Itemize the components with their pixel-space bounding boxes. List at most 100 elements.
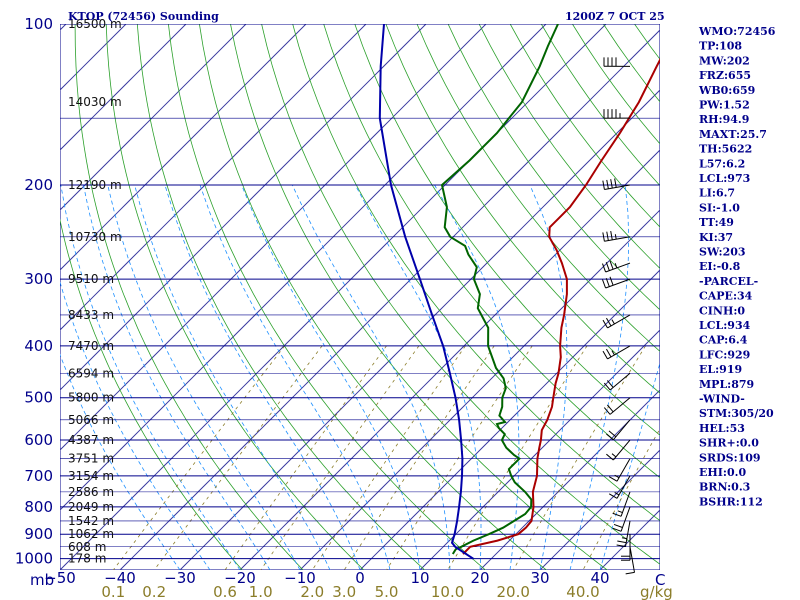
wind-barb-staff [607,314,631,329]
index-item: CAPE:34 [699,290,753,303]
temperature-tick-label: 20 [470,569,489,587]
index-item: CAP:6.4 [699,334,748,347]
index-item: HEL:53 [699,422,745,435]
wind-barb-staff [625,520,631,547]
isotherm-line [60,24,487,451]
height-label: 608 m [68,540,106,554]
moist-adiabat-line [241,184,421,570]
height-label: 12190 m [68,178,122,192]
wind-barb [602,230,631,242]
dry-adiabat-line [168,24,486,570]
index-item: SHR+:0.0 [699,437,759,450]
index-item: KI:37 [699,231,733,244]
wind-barb [602,345,631,360]
isotherm-line [60,24,307,271]
index-item: TT:49 [699,216,734,229]
mixing-ratio-label: 10.0 [431,583,464,600]
wind-barb-flag [610,179,613,189]
pressure-tick-label: 600 [24,431,53,449]
wind-barb-flag [608,430,617,438]
wind-barb-staff [612,419,631,441]
wind-barb-flag [602,263,607,273]
wind-barb [608,475,631,499]
temperature-tick-label: −20 [224,569,256,587]
temperature-tick-label: −50 [44,569,76,587]
mixing-ratio-line [582,427,660,570]
wind-barb [602,276,631,289]
wind-barb [606,439,631,461]
index-item: TH:5622 [699,143,752,156]
mixing-ratio-label: 0.2 [142,583,166,600]
wind-barb-flag [608,476,618,482]
temperature-tick-label: −30 [164,569,196,587]
height-label: 5066 m [68,413,114,427]
wind-barb-staff [616,475,631,499]
wind-barb-flag [608,493,618,499]
index-item: -PARCEL- [699,275,758,288]
wind-barb [608,458,631,482]
wind-barb-staff [612,439,631,461]
wind-barb [603,57,631,67]
index-item: SRDS:109 [699,451,761,464]
wind-barb-flag [602,232,605,242]
wind-barb-flag [602,319,608,329]
parcel-line [378,24,474,560]
height-label: 5800 m [68,391,114,405]
index-item: MW:202 [699,54,750,67]
wind-barb-staff [607,345,631,360]
wind-barb-flag [613,523,623,528]
moist-adiabat-line [434,184,520,570]
mixing-ratio-line [260,345,420,570]
wind-barb-flag [617,540,627,544]
wind-barb-staff [605,262,631,273]
wind-barb-flag [602,279,607,289]
index-item: SW:203 [699,246,746,259]
height-label: 2586 m [68,485,114,499]
index-item: BSHR:112 [699,495,763,508]
height-label: 10730 m [68,230,122,244]
dry-adiabat-line [509,24,660,228]
wind-barb-staff [604,236,631,242]
pressure-tick-label: 700 [24,467,53,485]
mixing-ratio-line [512,345,646,570]
pressure-tick-label: 400 [24,337,53,355]
mixing-ratio-label: 0.1 [101,583,125,600]
isotherm-line [179,89,660,570]
index-item: STM:305/20 [699,407,774,420]
wind-barb-flag [606,179,609,189]
mixing-ratio-line [224,345,387,570]
dry-adiabat-line [447,24,660,311]
wind-barb-half-flag [611,319,615,325]
height-label: 178 m [68,552,106,566]
mixing-ratio-label: 20.0 [496,583,529,600]
height-label: 4387 m [68,433,114,447]
moist-adiabat-line [60,353,181,570]
wind-barb-half-flag [614,263,618,269]
wind-barb [606,419,631,441]
mixing-ratio-label: 2.0 [300,583,324,600]
wind-barb-staff [609,372,631,391]
moist-adiabat-line [569,184,630,570]
dewpoint-line [440,24,559,555]
height-label: 6594 m [68,366,114,380]
dry-adiabat-line [354,24,660,436]
isotherm-line [60,24,247,211]
mixing-ratio-line [447,345,588,570]
index-item: TP:108 [699,40,742,53]
height-label: 2049 m [68,500,114,514]
index-item: LCL:934 [699,319,751,332]
pressure-tick-label: 1000 [15,550,53,568]
pressure-tick-label: 300 [24,270,53,288]
moist-adiabat-line [164,184,361,570]
index-item: WMO:72456 [698,25,776,38]
index-item: -WIND- [699,393,745,406]
temperature-tick-label: 30 [530,569,549,587]
dry-adiabat-line [416,24,660,352]
isotherm-line [60,24,607,570]
index-item: EL:919 [699,363,742,376]
index-item: LCL:973 [699,172,750,185]
wind-barb-flag [612,527,622,532]
isotherm-line [479,389,660,570]
